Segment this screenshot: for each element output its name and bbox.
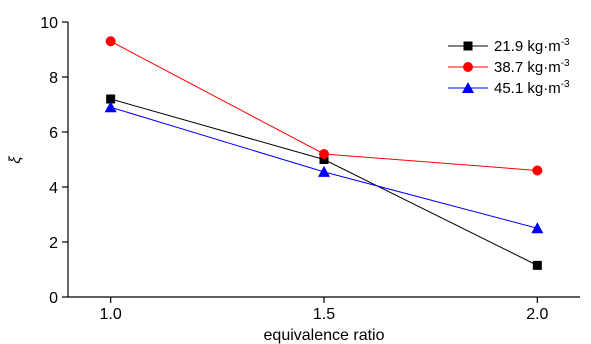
legend-label: 45.1 kg·m-3 [494,79,570,97]
data-point-triangle [104,101,117,113]
data-point-square [319,155,329,164]
data-point-circle [105,36,116,47]
legend-label-text: 38.7 kg·m [494,59,561,76]
legend-entry: 21.9 kg·m-3 [448,37,570,55]
x-ticks: 1.0 1.5 2.0 [100,297,549,323]
y-tick-label: 2 [49,235,58,252]
legend-marker-square [463,41,473,51]
legend-label-text: 21.9 kg·m [494,38,561,55]
y-tick-label: 0 [49,290,58,307]
x-tick-label: 1.5 [313,306,335,323]
y-tick-label: 10 [40,15,58,32]
series-line [110,98,538,266]
legend-marker-circle [463,62,473,72]
legend-label-text: 45.1 kg·m [494,80,561,97]
y-ticks: 0 2 4 6 8 10 [40,15,68,307]
legend-label-superscript: -3 [561,37,570,48]
x-tick-label: 1.0 [100,306,122,323]
series-3 [104,101,544,234]
series-1 [106,94,542,270]
x-tick-label: 2.0 [526,306,548,323]
y-tick-label: 8 [49,70,58,87]
legend-marker-triangle [462,82,474,93]
data-point-triangle [531,222,544,234]
legend-label: 38.7 kg·m-3 [494,58,570,76]
y-tick-label: 6 [49,125,58,142]
series-layer [104,36,544,270]
y-axis-title: ξ [7,156,24,164]
series-2 [105,36,543,176]
data-point-circle [532,165,543,176]
legend-entry: 45.1 kg·m-3 [448,79,570,97]
legend-label-superscript: -3 [561,58,570,69]
legend-label-superscript: -3 [561,79,570,90]
legend-entry: 38.7 kg·m-3 [448,58,570,76]
legend: 21.9 kg·m-338.7 kg·m-345.1 kg·m-3 [448,37,570,97]
data-point-square [106,94,116,104]
x-axis-title: equivalence ratio [264,327,385,344]
data-point-triangle [318,165,330,177]
data-point-circle [319,149,329,159]
data-point-square [532,260,542,270]
y-tick-label: 4 [49,180,58,197]
legend-label: 21.9 kg·m-3 [494,37,570,55]
